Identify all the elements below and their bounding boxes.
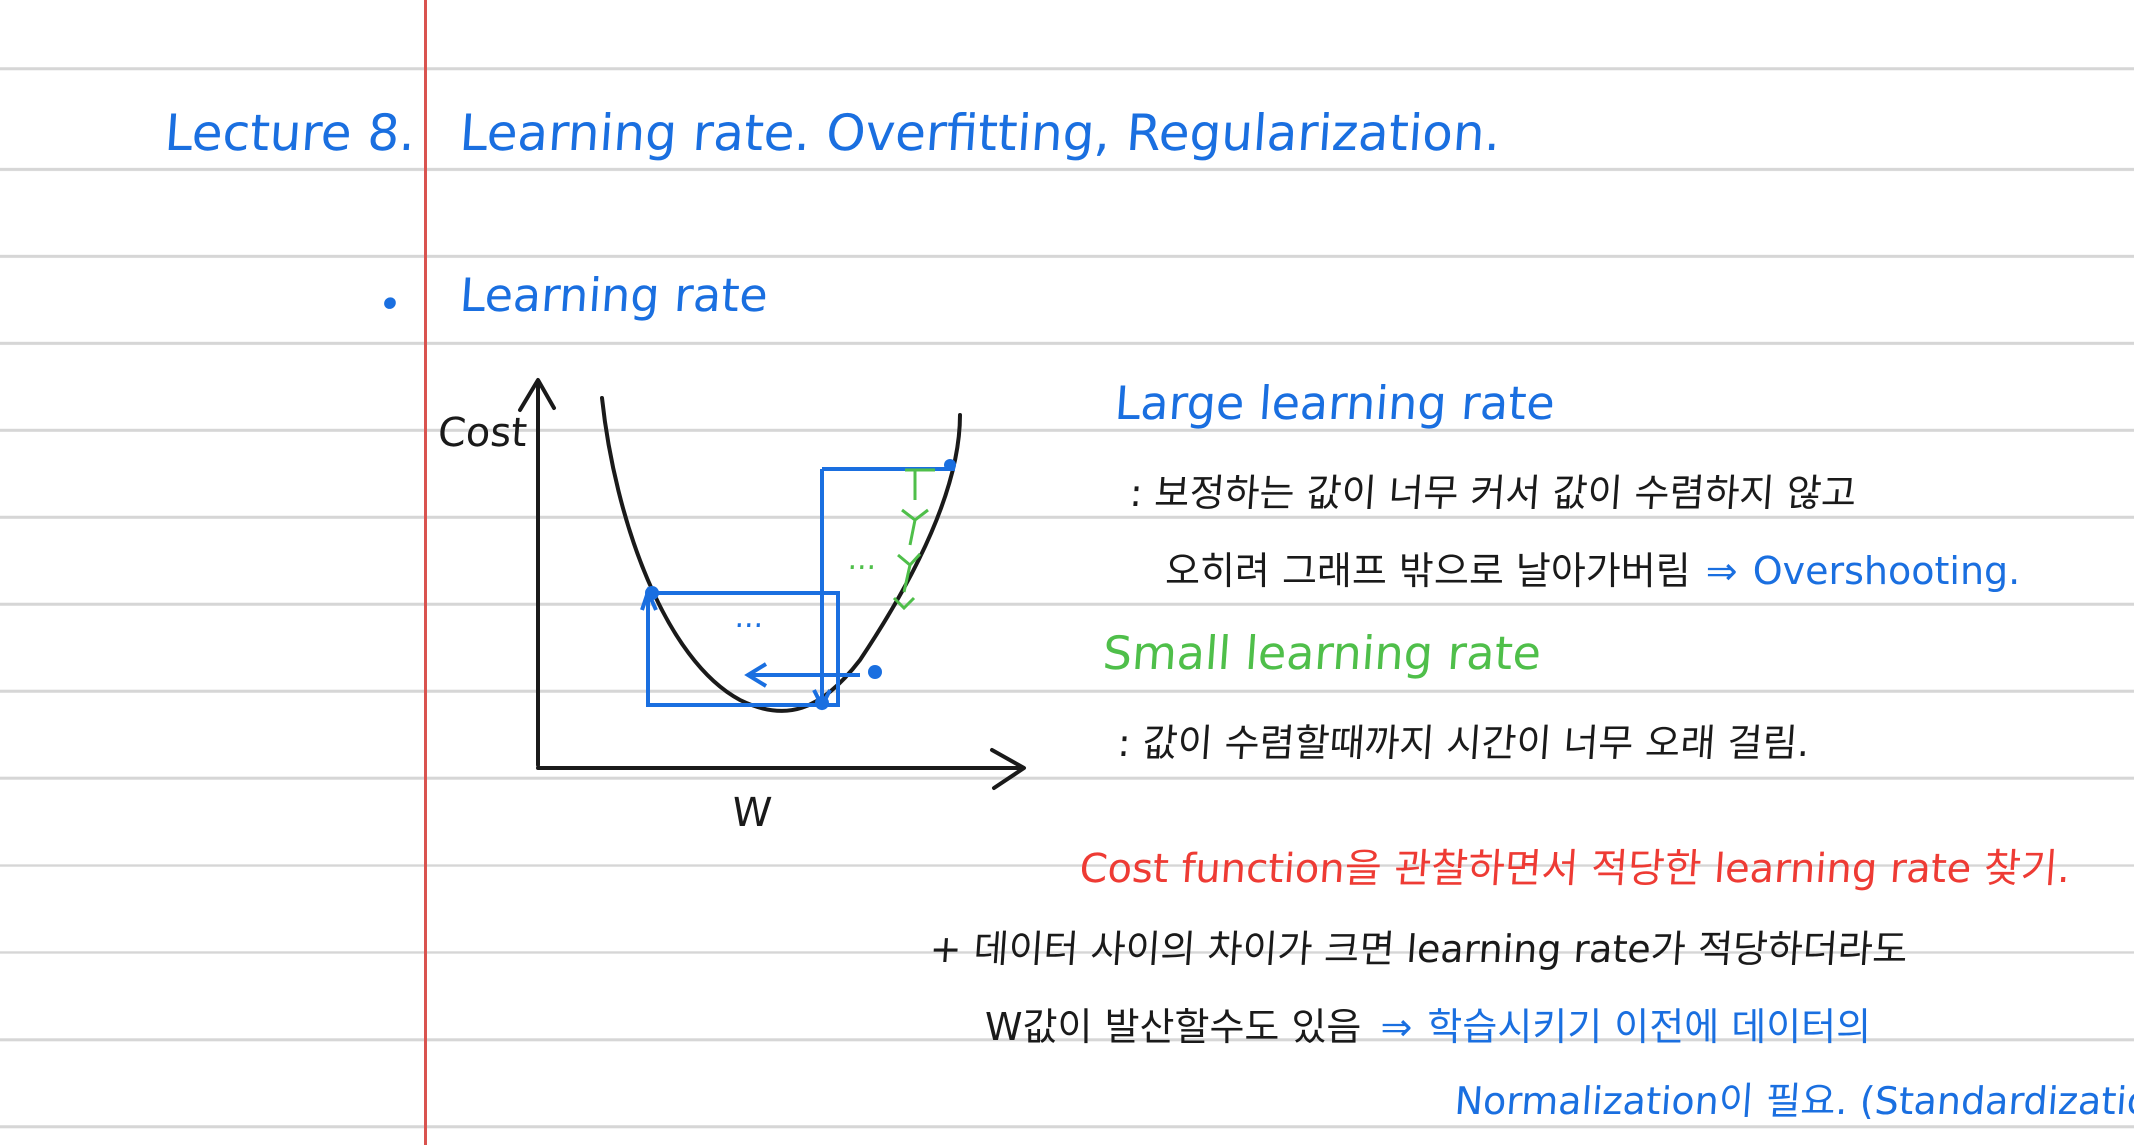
y-axis-label: Cost — [436, 410, 529, 456]
lecture-number: Lecture 8. — [162, 104, 418, 162]
note-arrow: ⇒ — [1380, 1005, 1413, 1049]
y-axis-arrowhead — [518, 378, 556, 412]
ellipsis-large-lr: ... — [733, 600, 765, 635]
note-line2-result: 학습시키기 이전에 데이터의 — [1427, 1005, 1872, 1049]
small-lr-line1: : 값이 수렴할때까지 시간이 너무 오래 걸림. — [1116, 721, 1811, 765]
note-line3: Normalization이 필요. (Standardization) — [1453, 1079, 2134, 1123]
large-lr-arrow: ⇒ — [1705, 549, 1738, 593]
large-lr-title: Large learning rate — [1113, 376, 1557, 430]
cost-curve — [600, 396, 962, 713]
cost-graph: Cost W ... ... — [420, 360, 1060, 840]
large-lr-path — [646, 591, 840, 707]
large-lr-line2-korean: 오히려 그래프 밖으로 날아가버림 — [1165, 549, 1691, 593]
note-line1: + 데이터 사이의 차이가 크면 learning rate가 적당하더라도 — [928, 927, 1910, 971]
point-1 — [645, 586, 659, 600]
section-bullet: • — [376, 282, 404, 328]
point-4 — [944, 459, 956, 471]
section-title: Learning rate — [458, 268, 770, 322]
cost-graph-svg — [518, 378, 1026, 790]
margin-line — [424, 0, 427, 1145]
x-axis-label: W — [730, 790, 774, 836]
small-lr-title: Small learning rate — [1101, 626, 1543, 680]
note-line2: W값이 발산할수도 있음 ⇒ 학습시키기 이전에 데이터의 — [985, 996, 1871, 1051]
point-3 — [868, 665, 882, 679]
ellipsis-small-lr: ... — [846, 542, 878, 577]
large-lr-line2: 오히려 그래프 밖으로 날아가버림 ⇒ Overshooting. — [1165, 540, 2020, 595]
small-lr-steps — [892, 470, 929, 611]
x-axis-arrowhead — [990, 748, 1026, 790]
conclusion: Cost function을 관찰하면서 적당한 learning rate 찾… — [1078, 846, 2072, 892]
note-line2-korean: W값이 발산할수도 있음 — [985, 1005, 1362, 1049]
point-2 — [815, 696, 829, 710]
lecture-title: Learning rate. Overfitting, Regularizati… — [457, 104, 1503, 162]
large-lr-line1: : 보정하는 값이 너무 커서 값이 수렴하지 않고 — [1128, 471, 1858, 515]
large-lr-arrow-left-head — [744, 662, 768, 688]
large-lr-result: Overshooting. — [1752, 549, 2021, 593]
